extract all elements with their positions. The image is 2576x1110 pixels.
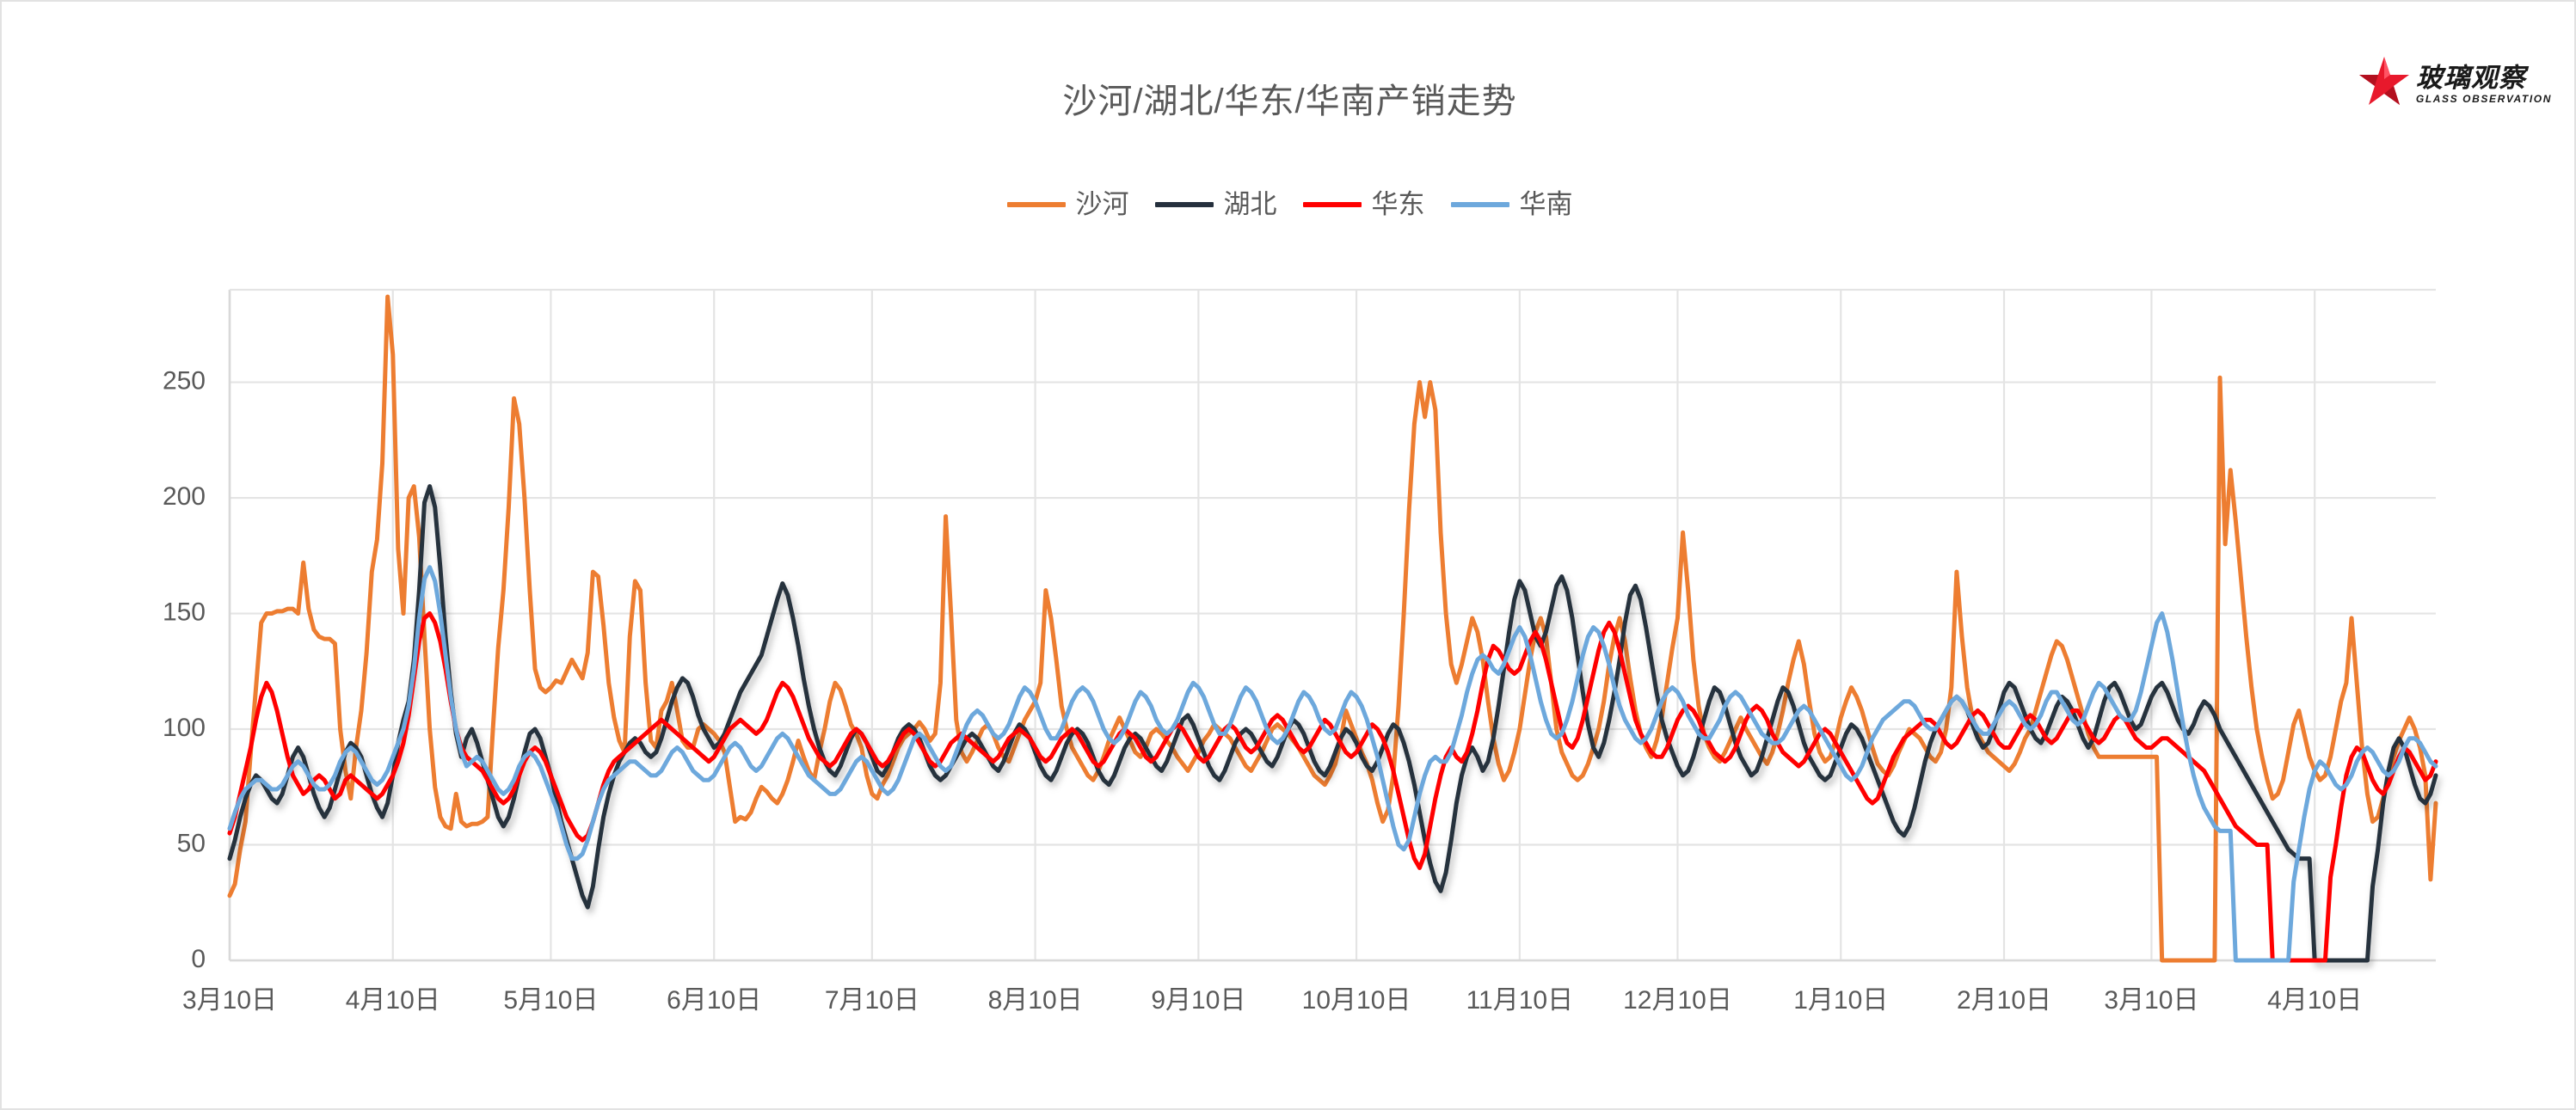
x-tick-label: 4月10日 [346,986,440,1015]
y-axis-ticks: 0 50 100 150 200 250 [163,367,206,973]
x-tick-label: 4月10日 [2267,986,2362,1015]
series-line-沙河[interactable] [227,294,2438,963]
x-tick-label: 11月10日 [1466,986,1574,1015]
x-tick-label: 5月10日 [503,986,598,1015]
series-line-华东[interactable] [227,611,2438,963]
data-series [227,294,2438,963]
red-star-icon [2358,55,2411,113]
x-tick-label: 8月10日 [988,986,1083,1015]
x-tick-label: 12月10日 [1623,986,1732,1015]
y-tick-label: 0 [191,945,206,973]
x-tick-label: 6月10日 [667,986,761,1015]
series-line-华南[interactable] [227,565,2438,963]
brand-logo: 玻璃观察 GLASS OBSERVATION [2358,55,2552,113]
logo-cn-text: 玻璃观察 [2415,62,2526,93]
series-line-湖北[interactable] [227,484,2438,963]
x-tick-label: 1月10日 [1793,986,1888,1015]
gridlines [228,288,2436,962]
y-tick-label: 50 [177,829,206,857]
page-title: 沙河/湖北/华东/华南产销走势 [1062,83,1517,120]
logo-text: 玻璃观察 GLASS OBSERVATION [2416,64,2552,104]
y-tick-label: 250 [163,367,206,396]
y-tick-label: 100 [163,714,206,742]
x-tick-label: 3月10日 [182,986,277,1015]
y-tick-label: 200 [163,482,206,511]
y-tick-label: 150 [163,598,206,626]
x-tick-label: 3月10日 [2104,986,2198,1015]
x-tick-label: 7月10日 [825,986,919,1015]
logo-en-text: GLASS OBSERVATION [2415,92,2552,105]
x-tick-label: 10月10日 [1302,986,1411,1015]
x-axis-ticks: 3月10日 4月10日 5月10日 6月10日 7月10日 8月10日 9月10日 10月10… [182,986,2362,1015]
x-tick-label: 9月10日 [1151,986,1245,1015]
x-tick-label: 2月10日 [1957,986,2051,1015]
